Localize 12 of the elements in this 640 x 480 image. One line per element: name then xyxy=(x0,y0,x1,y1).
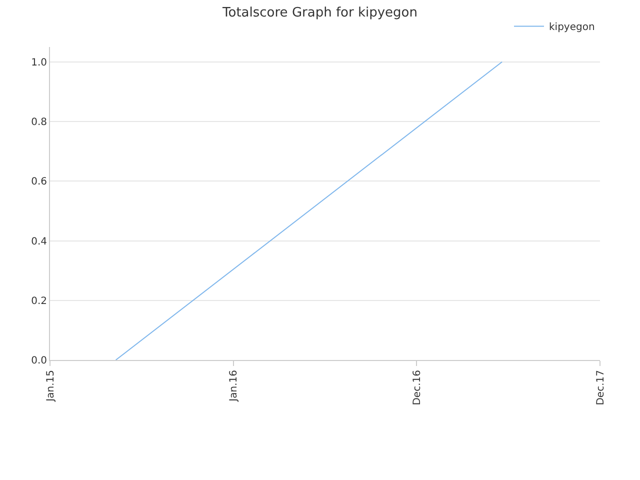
y-tick-label: 0.6 xyxy=(31,176,47,188)
y-tick-label: 0.2 xyxy=(31,296,47,307)
y-tick-label: 0.0 xyxy=(31,356,47,366)
y-tick-label: 0.4 xyxy=(31,236,47,248)
x-tick-label: Dec.17 xyxy=(595,370,606,406)
y-tick-label: 1.0 xyxy=(31,57,47,68)
x-tick-label: Jan.16 xyxy=(228,370,240,402)
y-tick-label: 0.8 xyxy=(31,117,47,128)
legend-label: kipyegon xyxy=(549,22,595,34)
chart-title: Totalscore Graph for kipyegon xyxy=(222,5,418,20)
x-tick-label: Jan.15 xyxy=(45,370,56,402)
x-tick-label: Dec.16 xyxy=(412,370,423,406)
